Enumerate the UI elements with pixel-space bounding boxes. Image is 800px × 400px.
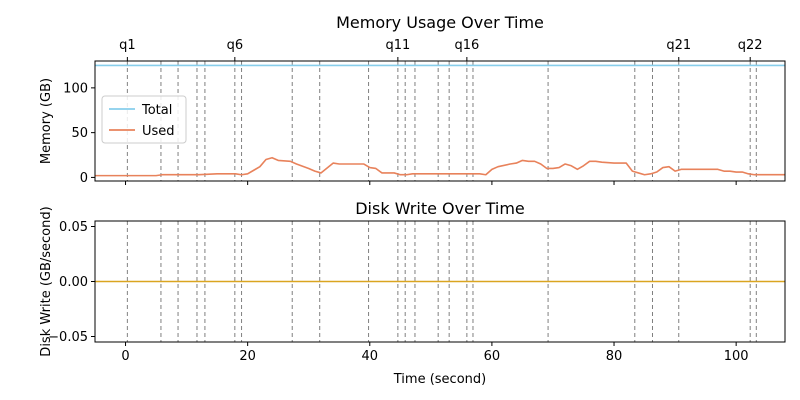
plot-area [95,221,785,342]
chart-panel-2: Disk Write Over Time −0.05 0.00 0.05 0 20 40 60… [39,199,786,387]
query-label: q1 [119,38,136,53]
x-tick-label: 100 [724,349,749,364]
query-label: q16 [454,38,479,53]
series-line-used [95,156,785,177]
y-axis-label: Memory (GB) [39,78,54,164]
y-tick-label: 0 [80,171,88,186]
query-label: q22 [738,38,763,53]
query-label: q6 [227,38,244,53]
legend-label-total: Total [141,103,172,118]
x-tick-label: 60 [484,349,501,364]
y-tick-label: −0.05 [48,330,88,345]
y-tick-label: 0.00 [59,275,88,290]
chart-panel-1: Memory Usage Over Time 0 50 100 q1 q6 q11 q16 q2… [39,13,786,186]
x-axis-label: Time (second) [393,372,486,387]
y-tick-label: 50 [71,126,88,141]
x-tick-label: 0 [121,349,129,364]
x-tick-label: 20 [239,349,256,364]
y-axis-label: Disk Write (GB/second) [39,206,54,356]
legend: Total Used [101,95,187,144]
x-tick-label: 40 [362,349,379,364]
chart-title: Disk Write Over Time [355,199,525,218]
plot-area [95,61,785,181]
x-tick-label: 80 [606,349,623,364]
y-tick-label: 0.05 [59,220,88,235]
legend-box [101,95,187,144]
chart-title: Memory Usage Over Time [336,13,544,32]
query-label: q21 [666,38,691,53]
y-tick-label: 100 [63,81,88,96]
query-label: q11 [385,38,410,53]
legend-label-used: Used [142,124,175,139]
axes-frame [94,60,786,182]
